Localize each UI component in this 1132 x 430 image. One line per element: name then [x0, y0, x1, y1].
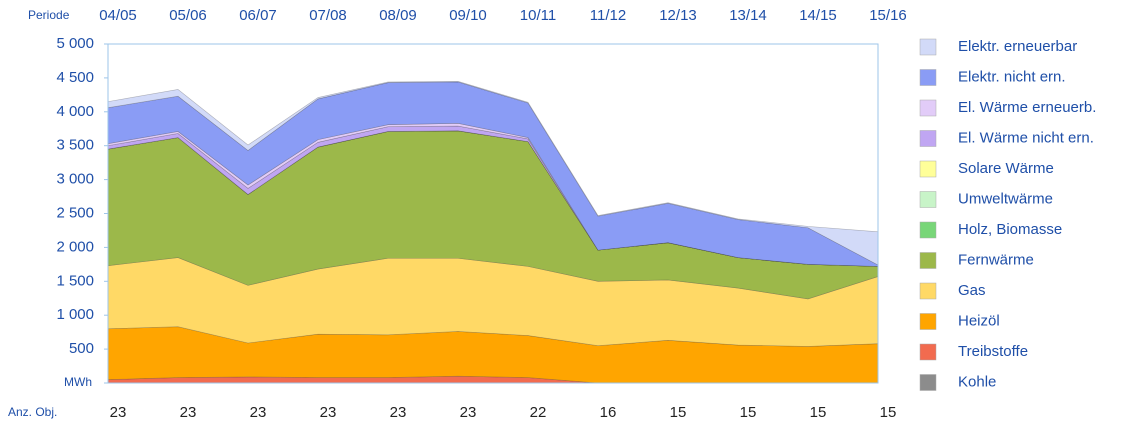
x-tick-label: 09/10: [449, 7, 487, 24]
count-value: 16: [600, 404, 617, 421]
legend-label: Treibstoffe: [958, 343, 1028, 360]
y-tick-label: 2 500: [56, 204, 94, 221]
x-label: Periode: [28, 8, 70, 22]
legend-swatch: [919, 130, 937, 147]
y-tick-label: 2 000: [56, 238, 94, 255]
y-tick-label: 4 000: [56, 103, 94, 120]
legend-swatch: [919, 160, 937, 178]
legend-label: El. Wärme nicht ern.: [958, 129, 1094, 146]
plot-frame: [107, 43, 879, 384]
legend-swatch: [919, 69, 937, 86]
y-tick-label: 4 500: [56, 69, 94, 86]
count-value: 15: [880, 404, 897, 421]
y-tick-label: 1 500: [56, 272, 94, 289]
x-tick-label: 08/09: [379, 7, 417, 24]
y-tick-label: 3 000: [56, 171, 94, 188]
y-tick-label: 5 000: [56, 35, 94, 52]
legend-swatch: [919, 252, 937, 269]
legend-swatch: [919, 38, 937, 56]
x-tick-label: 11/12: [590, 7, 626, 24]
legend-label: El. Wärme erneuerb.: [958, 99, 1096, 116]
y-tick-label: 3 500: [56, 137, 94, 154]
y-tick-label: 500: [69, 340, 94, 357]
x-tick-label: 15/16: [869, 7, 907, 24]
count-value: 23: [250, 404, 267, 421]
x-tick-label: 07/08: [309, 7, 347, 24]
count-value: 23: [180, 404, 197, 421]
x-tick-label: 13/14: [729, 7, 767, 24]
legend-swatch: [919, 99, 937, 117]
x-tick-label: 05/06: [169, 7, 207, 24]
count-value: 23: [110, 404, 127, 421]
legend-label: Umweltwärme: [958, 190, 1053, 207]
legend-label: Gas: [958, 282, 986, 299]
x-tick-label: 12/13: [659, 7, 697, 24]
x-tick-label: 14/15: [799, 7, 837, 24]
legend-swatch: [919, 313, 937, 330]
legend-label: Elektr. nicht ern.: [958, 68, 1066, 85]
legend-swatch: [919, 191, 937, 208]
legend-label: Kohle: [958, 373, 996, 390]
legend-swatch: [919, 282, 937, 300]
legend-swatch: [919, 343, 937, 361]
legend-label: Solare Wärme: [958, 160, 1054, 177]
count-value: 22: [530, 404, 547, 421]
count-value: 23: [320, 404, 337, 421]
count-value: 23: [460, 404, 477, 421]
legend-swatch: [919, 221, 937, 239]
count-value: 15: [740, 404, 757, 421]
x-tick-label: 04/05: [99, 7, 137, 24]
legend-label: Heizöl: [958, 312, 1000, 329]
count-label: Anz. Obj.: [8, 405, 57, 419]
legend-label: Fernwärme: [958, 251, 1034, 268]
y-tick-label: 1 000: [56, 306, 94, 323]
legend-label: Holz, Biomasse: [958, 221, 1062, 238]
legend-swatch: [919, 374, 937, 391]
count-value: 15: [670, 404, 687, 421]
y-unit: MWh: [64, 375, 92, 389]
count-value: 23: [390, 404, 407, 421]
count-value: 15: [810, 404, 827, 421]
x-tick-label: 10/11: [520, 7, 556, 24]
legend-label: Elektr. erneuerbar: [958, 38, 1077, 55]
x-tick-label: 06/07: [239, 7, 277, 24]
